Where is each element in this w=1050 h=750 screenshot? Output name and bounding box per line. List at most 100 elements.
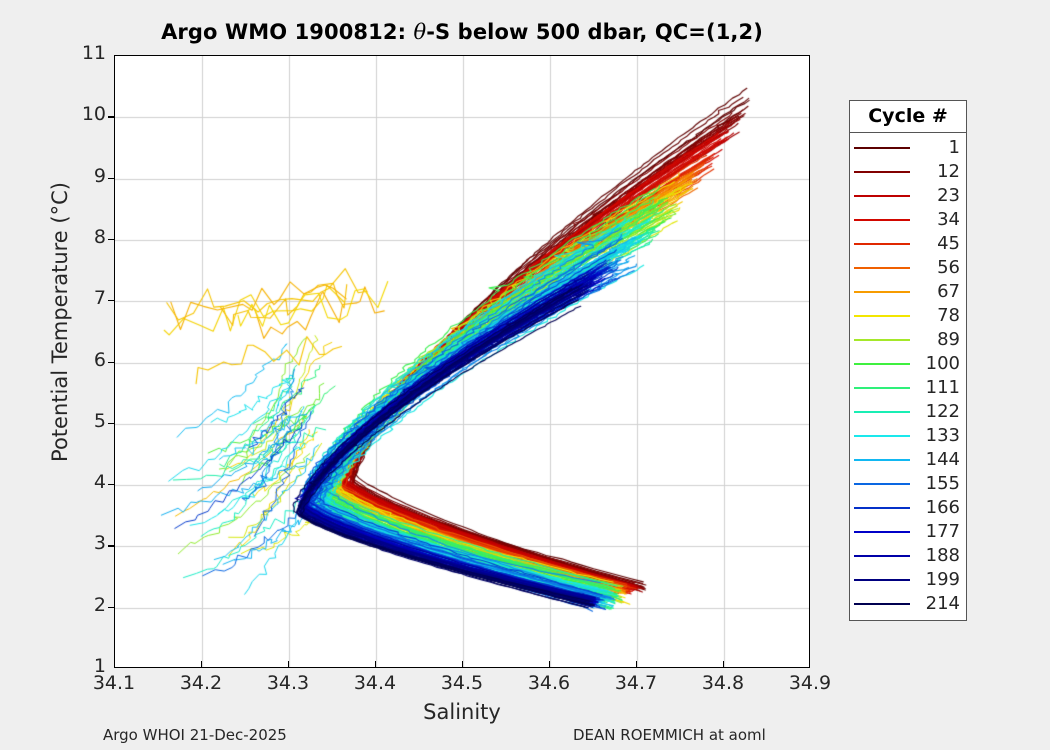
legend-row[interactable]: 45 (850, 232, 966, 256)
legend-row[interactable]: 34 (850, 208, 966, 232)
x-tick-label: 34.6 (527, 672, 571, 694)
x-tick-mark (462, 661, 464, 668)
y-tick-mark (108, 606, 115, 608)
legend-color-line-icon (854, 434, 910, 437)
y-tick-label: 2 (93, 593, 106, 616)
legend-label: 111 (925, 376, 960, 398)
y-tick-label: 1 (93, 655, 106, 677)
legend-label: 144 (925, 448, 960, 470)
y-tick-label: 5 (93, 409, 106, 432)
legend-row[interactable]: 89 (850, 328, 966, 352)
legend-row[interactable]: 78 (850, 304, 966, 328)
legend-row[interactable]: 144 (850, 448, 966, 472)
legend-row[interactable]: 188 (850, 544, 966, 568)
legend-label: 155 (925, 472, 960, 494)
legend-color-line-icon (854, 506, 910, 509)
y-tick-label: 10 (81, 103, 106, 126)
y-tick-label: 6 (93, 348, 106, 371)
legend-row[interactable]: 56 (850, 256, 966, 280)
legend-row[interactable]: 214 (850, 592, 966, 616)
legend-color-line-icon (854, 290, 910, 293)
legend-color-line-icon (854, 530, 910, 533)
y-tick-label: 7 (93, 287, 106, 310)
legend-label: 214 (925, 592, 960, 614)
legend-label: 1 (948, 136, 960, 158)
legend-label: 188 (925, 544, 960, 566)
x-tick-mark (723, 661, 725, 668)
legend-color-line-icon (854, 554, 910, 557)
footer-author-text: DEAN ROEMMICH at aoml (573, 726, 766, 744)
legend-label: 133 (925, 424, 960, 446)
plot-area (114, 55, 810, 668)
x-tick-mark (201, 661, 203, 668)
legend-color-line-icon (854, 242, 910, 245)
y-tick-label: 11 (81, 42, 106, 64)
y-tick-mark (108, 484, 115, 486)
y-tick-mark (108, 238, 115, 241)
y-tick-label: 8 (93, 225, 106, 248)
legend-row[interactable]: 12 (850, 160, 966, 184)
legend-title: Cycle # (850, 101, 966, 133)
legend-label: 166 (925, 496, 960, 518)
legend-row[interactable]: 133 (850, 424, 966, 448)
legend-label: 177 (925, 520, 960, 542)
footer-source-text: Argo WHOI 21-Dec-2025 (103, 726, 287, 744)
title-prefix: Argo WMO 1900812: (161, 20, 414, 44)
y-tick-mark (108, 361, 115, 363)
y-tick-mark (108, 177, 115, 179)
legend-row[interactable]: 100 (850, 352, 966, 376)
page-title: Argo WMO 1900812: θ-S below 500 dbar, QC… (114, 20, 810, 44)
legend-row[interactable]: 23 (850, 184, 966, 208)
legend-items: 1 12 23 34 45 56 67 78 89 100 111 122 133 144 155 166 17… (850, 133, 966, 620)
legend-row[interactable]: 111 (850, 376, 966, 400)
legend-color-line-icon (854, 314, 910, 317)
legend-row[interactable]: 67 (850, 280, 966, 304)
legend-color-line-icon (854, 362, 910, 365)
legend-label: 56 (937, 256, 960, 278)
legend-color-line-icon (854, 482, 910, 485)
legend-color-line-icon (854, 386, 910, 389)
legend-row[interactable]: 155 (850, 472, 966, 496)
x-tick-mark (288, 661, 290, 668)
x-tick-label: 34.5 (440, 672, 484, 694)
x-tick-label: 34.4 (353, 672, 397, 694)
x-tick-mark (549, 661, 551, 668)
legend-row[interactable]: 166 (850, 496, 966, 520)
x-tick-label: 34.8 (701, 672, 745, 694)
x-tick-mark (375, 661, 377, 668)
legend-color-line-icon (854, 266, 910, 269)
legend-color-line-icon (854, 146, 910, 149)
x-axis-label: Salinity (423, 700, 501, 724)
title-theta-symbol: θ (413, 20, 427, 44)
legend-label: 45 (937, 232, 960, 254)
legend-row[interactable]: 199 (850, 568, 966, 592)
y-tick-mark (108, 300, 115, 302)
legend-color-line-icon (854, 410, 910, 413)
title-suffix: -S below 500 dbar, QC=(1,2) (426, 20, 763, 44)
legend-color-line-icon (854, 170, 910, 173)
legend-row[interactable]: 122 (850, 400, 966, 424)
legend-label: 89 (937, 328, 960, 350)
x-tick-label: 34.2 (179, 672, 223, 694)
x-tick-label: 34.3 (266, 672, 310, 694)
legend: Cycle # 1 12 23 34 45 56 67 78 89 100 111 122 133 144… (849, 100, 967, 621)
legend-label: 34 (937, 208, 960, 230)
legend-row[interactable]: 177 (850, 520, 966, 544)
y-tick-label: 3 (93, 532, 106, 555)
legend-label: 23 (937, 184, 960, 206)
legend-color-line-icon (854, 602, 910, 605)
legend-label: 12 (937, 160, 960, 182)
legend-label: 100 (925, 352, 960, 374)
x-tick-mark (636, 661, 638, 668)
legend-label: 199 (925, 568, 960, 590)
y-tick-mark (108, 116, 115, 118)
x-tick-label: 34.7 (614, 672, 658, 694)
y-axis-label: Potential Temperature (°C) (48, 182, 72, 462)
x-tick-label: 34.9 (788, 672, 832, 694)
legend-row[interactable]: 1 (850, 136, 966, 160)
y-tick-label: 9 (93, 164, 106, 187)
legend-label: 122 (925, 400, 960, 422)
theta-s-scatter-canvas (115, 56, 809, 667)
legend-color-line-icon (854, 458, 910, 461)
